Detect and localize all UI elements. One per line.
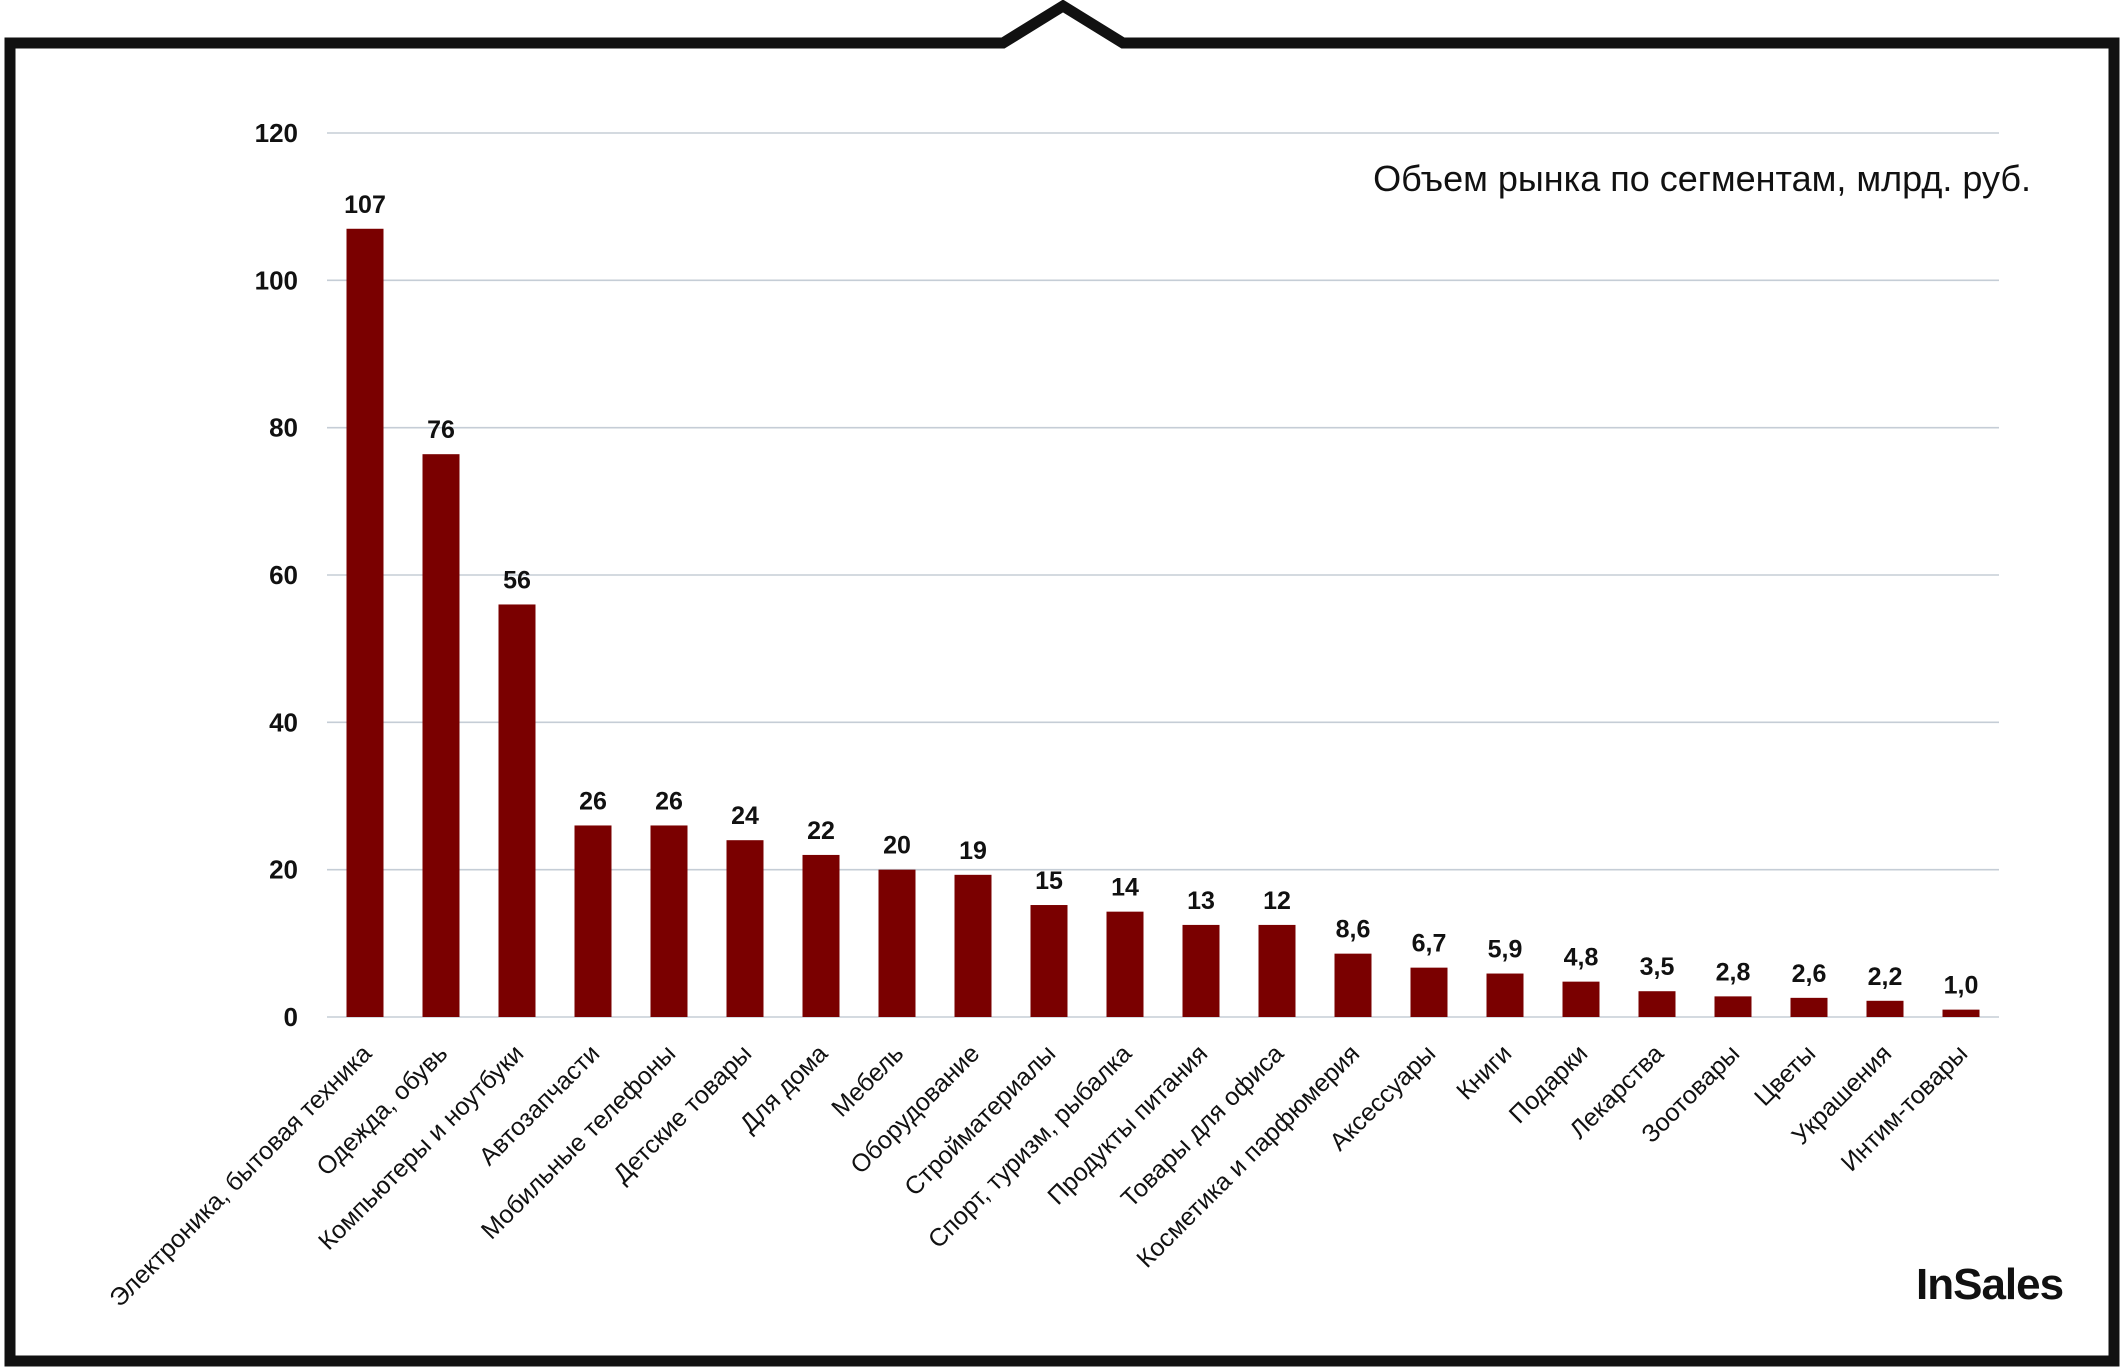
bar [1486,973,1524,1017]
data-label: 19 [959,837,987,865]
data-label: 6,7 [1412,930,1447,958]
bar [1030,905,1068,1017]
category-label: Книги [1451,1039,1517,1105]
data-label: 13 [1187,887,1215,915]
y-axis-ticks: 0 20 40 60 80 100 120 [255,118,298,1032]
bars [346,228,1980,1018]
data-label: 2,6 [1792,960,1827,988]
bar [498,604,536,1017]
bar [1106,911,1144,1017]
bar [1790,997,1828,1017]
data-label: 8,6 [1336,916,1371,944]
y-tick-label: 80 [269,413,298,443]
y-tick-label: 120 [255,118,298,148]
data-label: 1,0 [1944,972,1979,1000]
data-label: 14 [1111,874,1139,902]
data-label: 3,5 [1640,953,1675,981]
category-label: Оборудование [845,1039,985,1179]
bar [878,869,916,1017]
data-label: 56 [503,566,531,594]
bar [1562,981,1600,1017]
bar [726,840,764,1017]
data-label: 26 [579,787,607,815]
frame-border [4,0,2120,1367]
data-label: 5,9 [1488,936,1523,964]
bar [1866,1000,1904,1017]
category-label: Одежда, обувь [311,1039,453,1181]
y-tick-label: 20 [269,855,298,885]
category-label: Цветы [1749,1039,1821,1111]
bar [1942,1009,1980,1017]
bar [422,454,460,1018]
bar [1410,967,1448,1017]
data-label: 12 [1263,887,1291,915]
bar [954,874,992,1017]
category-label: Детские товары [608,1039,757,1188]
data-label: 107 [344,191,386,219]
data-labels: 107 76 56 26 26 24 22 20 19 15 14 13 12 8,6 6,7 5,9 4,8 3… [344,191,1978,1000]
bar [650,825,688,1017]
chart-title: Объем рынка по сегментам, млрд. руб. [1373,158,2031,199]
data-label: 24 [731,802,759,830]
y-tick-label: 100 [255,265,298,295]
y-tick-label: 60 [269,560,298,590]
data-label: 2,2 [1868,963,1903,991]
data-label: 4,8 [1564,944,1599,972]
data-label: 22 [807,817,835,845]
bar [1714,996,1752,1017]
insales-logo: InSales [1916,1260,2064,1309]
bar [346,228,384,1017]
bar [574,825,612,1017]
y-tick-label: 40 [269,707,298,737]
bar [1182,924,1220,1017]
data-label: 15 [1035,867,1063,895]
bar [1334,953,1372,1017]
bar [1638,991,1676,1017]
data-label: 76 [427,416,455,444]
y-tick-label: 0 [284,1002,298,1032]
bar [1258,924,1296,1017]
data-label: 2,8 [1716,958,1751,986]
data-label: 20 [883,832,911,860]
bar [802,854,840,1017]
data-label: 26 [655,787,683,815]
